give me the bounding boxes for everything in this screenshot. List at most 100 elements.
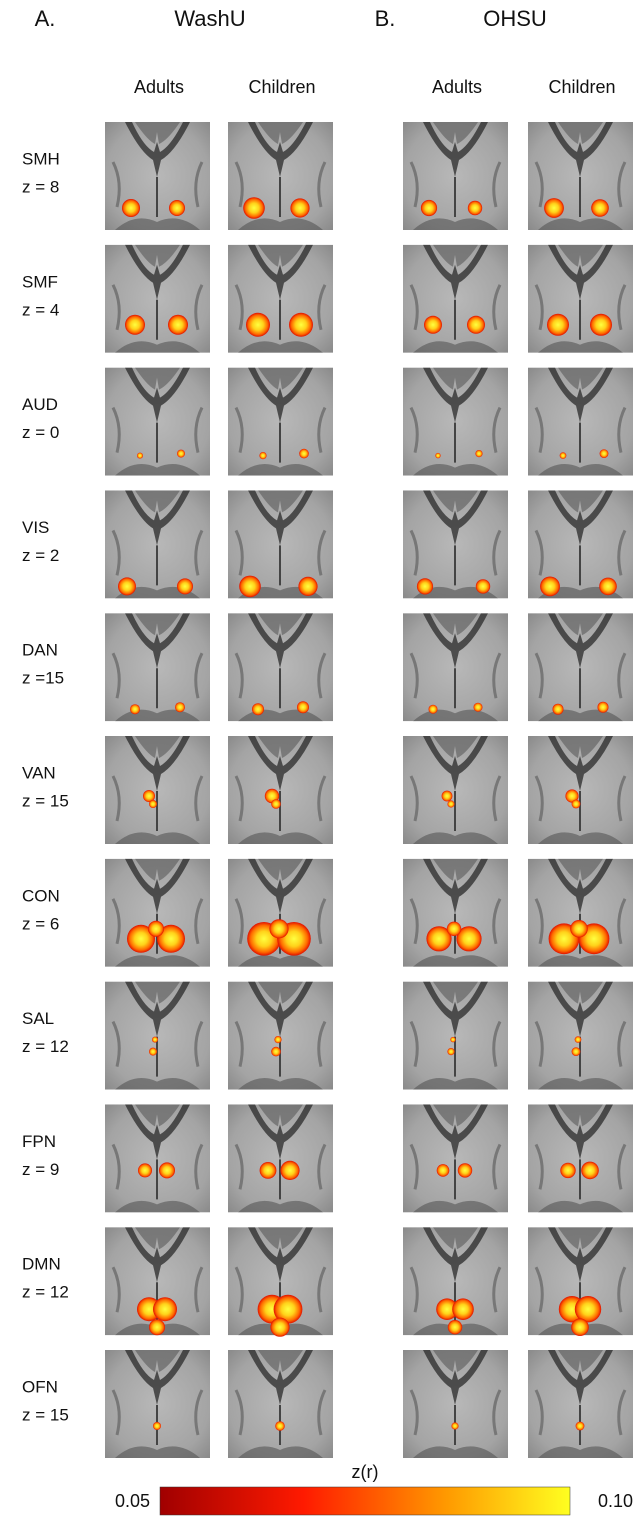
network-label: OFN xyxy=(22,1377,58,1396)
brain-slice xyxy=(528,490,633,598)
activation-blob xyxy=(159,1162,175,1178)
slice-image xyxy=(528,245,633,353)
slice-label: z = 0 xyxy=(22,423,59,442)
activation-blob xyxy=(149,800,157,808)
brain-slice xyxy=(228,245,333,353)
activation-blob xyxy=(475,450,482,457)
activation-blob xyxy=(275,1421,285,1431)
network-label: VIS xyxy=(22,518,49,537)
slice-image xyxy=(403,736,508,844)
activation-blob xyxy=(452,1298,474,1320)
slice-image xyxy=(528,1104,633,1212)
activation-blob xyxy=(599,578,617,596)
slice-image xyxy=(228,1350,333,1458)
activation-blob xyxy=(246,313,270,337)
brain-slice xyxy=(528,982,633,1090)
activation-blob xyxy=(149,1319,165,1335)
slice-image xyxy=(105,245,210,353)
activation-blob xyxy=(239,576,261,598)
activation-blob xyxy=(575,1036,582,1043)
slice-image xyxy=(403,613,508,721)
brain-slice xyxy=(528,122,633,230)
brain-slice xyxy=(105,613,210,721)
activation-blob xyxy=(447,800,454,807)
slice-image xyxy=(105,982,210,1090)
activation-blob xyxy=(153,1422,161,1430)
network-label: SAL xyxy=(22,1009,54,1028)
slice-image xyxy=(105,613,210,721)
activation-blob xyxy=(560,452,567,459)
brain-slice xyxy=(105,1350,210,1458)
slice-image xyxy=(228,1104,333,1212)
slice-image xyxy=(228,736,333,844)
brain-slice xyxy=(403,368,508,476)
brain-slice xyxy=(105,982,210,1090)
brain-slice xyxy=(105,368,210,476)
brain-slice xyxy=(228,1227,333,1337)
panel-letter: B. xyxy=(375,6,396,31)
brain-slice xyxy=(228,122,333,230)
brain-slice xyxy=(403,1350,508,1458)
slice-image xyxy=(228,122,333,230)
brain-slice xyxy=(403,1104,508,1212)
activation-blob xyxy=(467,316,485,334)
brain-slice xyxy=(403,859,508,967)
slice-image xyxy=(403,1104,508,1212)
network-label: DMN xyxy=(22,1255,61,1274)
slice-label: z = 2 xyxy=(22,546,59,565)
activation-blob xyxy=(177,578,193,594)
slice-label: z = 12 xyxy=(22,1037,69,1056)
activation-blob xyxy=(138,1163,152,1177)
slice-image xyxy=(228,859,333,967)
brain-slice xyxy=(105,1227,210,1335)
slice-image xyxy=(528,613,633,721)
colorbar-label: z(r) xyxy=(352,1462,379,1482)
activation-blob xyxy=(168,315,188,335)
activation-blob xyxy=(118,577,136,595)
activation-blob xyxy=(290,198,309,217)
brain-slice xyxy=(528,1227,633,1336)
activation-blob xyxy=(581,1162,599,1180)
network-label: CON xyxy=(22,886,60,905)
brain-slice xyxy=(528,1350,633,1458)
brain-slice xyxy=(403,245,508,353)
slice-image xyxy=(528,122,633,230)
activation-blob xyxy=(474,703,483,712)
network-label: FPN xyxy=(22,1132,56,1151)
activation-blob xyxy=(148,921,164,937)
slice-image xyxy=(228,245,333,353)
column-header: Adults xyxy=(432,77,482,97)
slice-label: z = 12 xyxy=(22,1283,69,1302)
slice-image xyxy=(403,122,508,230)
slice-image xyxy=(528,982,633,1090)
activation-blob xyxy=(280,1161,299,1180)
slice-image xyxy=(403,859,508,967)
column-header: Children xyxy=(548,77,615,97)
brain-slice xyxy=(403,490,508,598)
brain-slice xyxy=(403,982,508,1090)
activation-blob xyxy=(271,799,281,809)
brain-slice xyxy=(528,245,633,353)
brain-slice xyxy=(228,982,333,1090)
brain-slice xyxy=(528,859,633,967)
activation-blob xyxy=(591,199,609,217)
brain-slice xyxy=(105,1104,210,1212)
slice-image xyxy=(105,368,210,476)
brain-slice xyxy=(228,368,333,476)
network-label: VAN xyxy=(22,763,56,782)
activation-blob xyxy=(271,1047,281,1057)
activation-blob xyxy=(149,1048,157,1056)
activation-blob xyxy=(576,1422,585,1431)
activation-blob xyxy=(540,577,560,597)
activation-blob xyxy=(125,315,145,335)
activation-blob xyxy=(570,920,588,938)
brain-slice xyxy=(105,736,210,844)
brain-slice xyxy=(403,1227,508,1335)
figure: z(r) 0.05 0.10 A.WashUAdultsChildrenB.OH… xyxy=(0,0,641,1520)
slice-image xyxy=(105,736,210,844)
activation-blob xyxy=(544,198,564,218)
panel-title: OHSU xyxy=(483,6,547,31)
activation-blob xyxy=(270,1318,289,1337)
slice-image xyxy=(528,1350,633,1458)
slice-label: z =15 xyxy=(22,669,64,688)
